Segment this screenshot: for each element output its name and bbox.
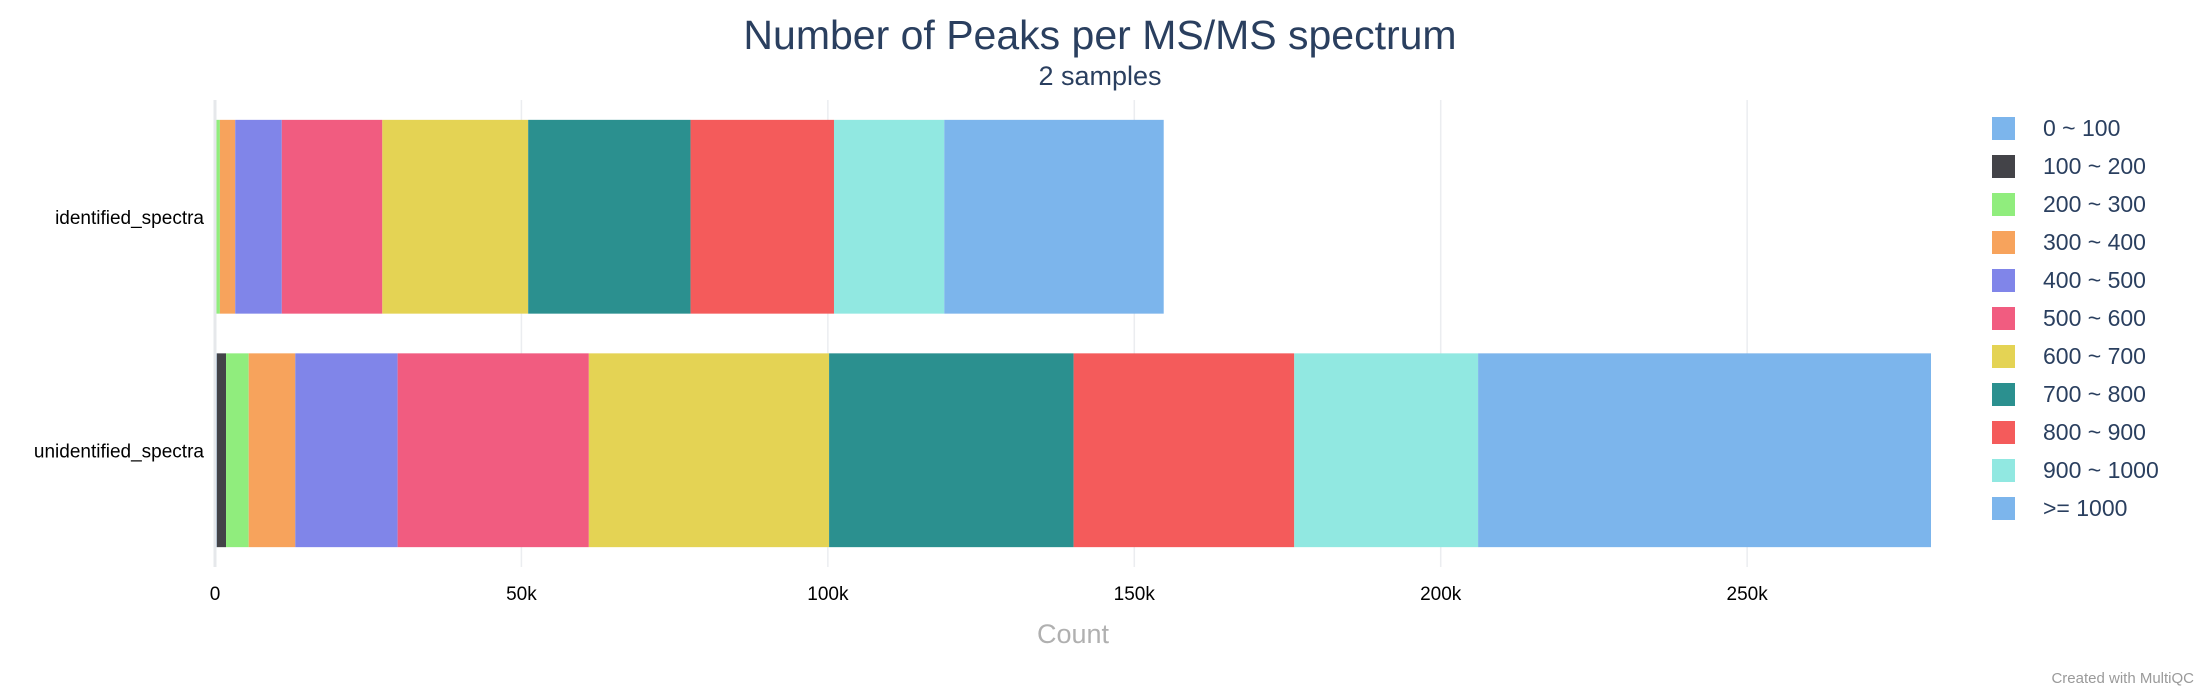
bar-segment[interactable]	[588, 353, 830, 548]
x-axis-label: Count	[1037, 619, 1110, 649]
legend-label[interactable]: 400 ~ 500	[2043, 267, 2146, 293]
legend-label[interactable]: 900 ~ 1000	[2043, 457, 2159, 483]
bar-segment[interactable]	[528, 119, 691, 314]
legend-label[interactable]: 500 ~ 600	[2043, 305, 2146, 331]
bar-segment[interactable]	[295, 353, 398, 548]
legend-label[interactable]: 800 ~ 900	[2043, 419, 2146, 445]
legend-swatch[interactable]	[1992, 497, 2015, 520]
legend-label[interactable]: >= 1000	[2043, 495, 2127, 521]
bar-segment[interactable]	[235, 119, 282, 314]
bar-segment[interactable]	[1478, 353, 1931, 548]
legend-label[interactable]: 0 ~ 100	[2043, 115, 2120, 141]
bar-segment[interactable]	[833, 119, 945, 314]
legend-label[interactable]: 600 ~ 700	[2043, 343, 2146, 369]
x-tick-label: 200k	[1420, 584, 1462, 605]
bar-segment[interactable]	[829, 353, 1074, 548]
bar-segment[interactable]	[690, 119, 834, 314]
bar-segment[interactable]	[248, 353, 296, 548]
credit-text: Created with MultiQC	[2051, 670, 2194, 687]
x-tick-label: 150k	[1114, 584, 1156, 605]
bar-segment[interactable]	[219, 119, 236, 314]
legend-swatch[interactable]	[1992, 269, 2015, 292]
y-category-label: unidentified_spectra	[34, 441, 204, 462]
bar-segment[interactable]	[215, 119, 220, 314]
bar-segment[interactable]	[397, 353, 589, 548]
legend-swatch[interactable]	[1992, 383, 2015, 406]
legend-label[interactable]: 300 ~ 400	[2043, 229, 2146, 255]
bar-segment[interactable]	[226, 353, 249, 548]
legend-label[interactable]: 100 ~ 200	[2043, 153, 2146, 179]
legend-swatch[interactable]	[1992, 307, 2015, 330]
legend-swatch[interactable]	[1992, 345, 2015, 368]
x-axis-ticks: 0 50k 100k 150k 200k 250k	[210, 584, 1769, 605]
legend-swatch[interactable]	[1992, 193, 2015, 216]
legend-label[interactable]: 700 ~ 800	[2043, 381, 2146, 407]
legend: 0 ~ 100 100 ~ 200 200 ~ 300 300 ~ 400 400 ~ …	[1992, 115, 2159, 521]
x-tick-label: 0	[210, 584, 221, 605]
legend-swatch[interactable]	[1992, 231, 2015, 254]
x-tick-label: 250k	[1727, 584, 1769, 605]
legend-swatch[interactable]	[1992, 459, 2015, 482]
bar-segment[interactable]	[944, 119, 1164, 314]
legend-swatch[interactable]	[1992, 421, 2015, 444]
legend-label[interactable]: 200 ~ 300	[2043, 191, 2146, 217]
legend-swatch[interactable]	[1992, 117, 2015, 140]
chart-subtitle: 2 samples	[1038, 61, 1161, 91]
bar-segment[interactable]	[281, 119, 383, 314]
chart-title: Number of Peaks per MS/MS spectrum	[743, 12, 1456, 58]
x-tick-label: 100k	[807, 584, 849, 605]
bar-segment[interactable]	[216, 353, 227, 548]
bar-segment[interactable]	[1294, 353, 1479, 548]
x-tick-label: 50k	[506, 584, 537, 605]
y-axis-categories: identified_spectra unidentified_spectra	[34, 208, 205, 463]
y-category-label: identified_spectra	[55, 208, 204, 229]
bars	[215, 119, 1931, 548]
bar-segment[interactable]	[382, 119, 529, 314]
legend-swatch[interactable]	[1992, 155, 2015, 178]
bar-segment[interactable]	[1073, 353, 1295, 548]
